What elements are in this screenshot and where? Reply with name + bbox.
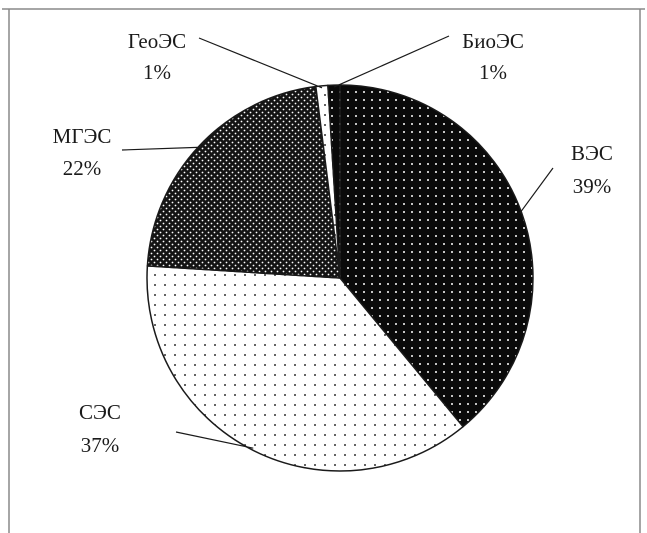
leader-line-3: [198, 37, 323, 89]
leader-lines: [121, 35, 554, 449]
slice-name-geoes: ГеоЭС: [128, 29, 186, 53]
leader-line-4: [333, 35, 450, 88]
pie-slice-1: [146, 265, 465, 472]
leader-line-0: [519, 167, 554, 214]
slice-name-mges: МГЭС: [53, 124, 112, 148]
slice-percent-mges: 22%: [63, 156, 102, 180]
pie-slices: [146, 84, 534, 472]
leader-line-1: [175, 431, 254, 449]
leader-line-2: [121, 146, 201, 151]
pie-slice-2: [146, 85, 341, 279]
pie-slice-0: [339, 84, 534, 428]
slice-name-bioes: БиоЭС: [462, 29, 524, 53]
slice-name-ves: ВЭС: [571, 141, 613, 165]
slice-percent-bioes: 1%: [479, 60, 507, 84]
slice-percent-ses: 37%: [81, 433, 120, 457]
slice-percent-ves: 39%: [573, 174, 612, 198]
slice-percent-geoes: 1%: [143, 60, 171, 84]
slice-name-ses: СЭС: [79, 400, 121, 424]
